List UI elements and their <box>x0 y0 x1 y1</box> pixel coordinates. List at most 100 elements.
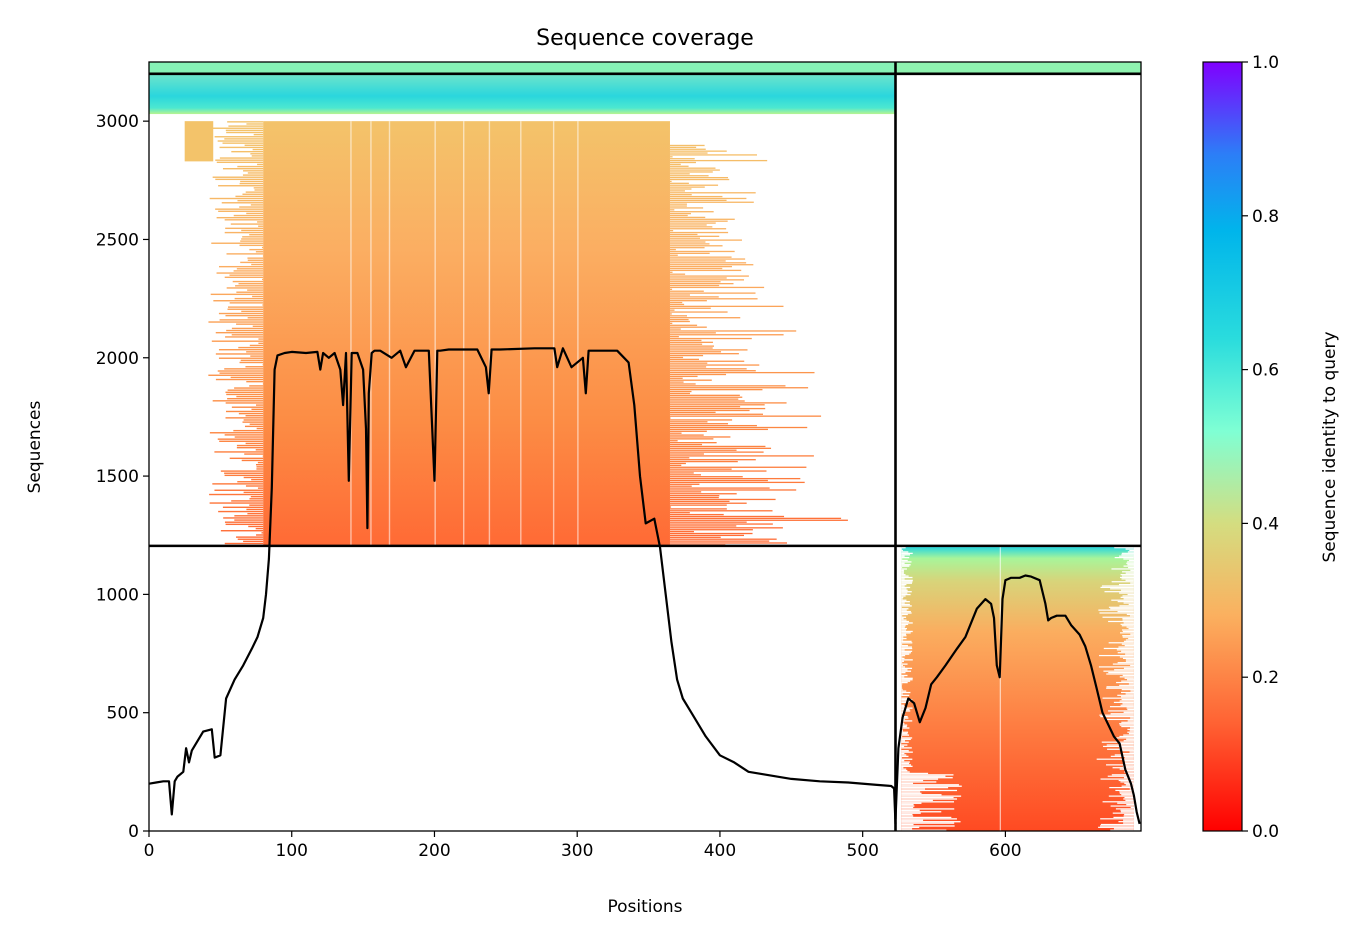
streak <box>670 190 685 191</box>
colorbar-tick-label: 0.0 <box>1252 822 1279 842</box>
streak <box>901 780 923 781</box>
streak <box>901 602 905 603</box>
streak <box>1101 824 1134 825</box>
gap-line <box>389 121 390 546</box>
streak <box>225 232 263 233</box>
streak <box>240 240 263 241</box>
streak <box>1124 641 1134 642</box>
x-tick-label: 600 <box>989 841 1021 861</box>
streak <box>246 485 263 486</box>
gap-line <box>1000 547 1001 831</box>
streak <box>215 179 263 180</box>
x-tick-label: 400 <box>704 841 736 861</box>
streak <box>210 502 264 503</box>
streak <box>1122 689 1152 690</box>
streak <box>1102 585 1134 586</box>
colorbar-tick-label: 0.6 <box>1252 361 1279 381</box>
streak <box>1117 695 1134 696</box>
streak <box>670 255 678 256</box>
streak <box>670 256 732 257</box>
streak <box>670 442 717 443</box>
streak <box>242 236 263 237</box>
streak <box>670 419 732 420</box>
block-a-upper <box>149 74 895 114</box>
streak <box>670 300 707 301</box>
streak <box>1121 794 1153 795</box>
streak <box>901 753 904 754</box>
streak <box>670 357 683 358</box>
streak <box>901 818 957 819</box>
streak <box>670 332 716 333</box>
streak <box>1124 740 1150 741</box>
streak <box>901 604 910 605</box>
streak <box>670 207 703 208</box>
streak <box>670 179 729 180</box>
streak <box>670 472 694 473</box>
streak <box>901 820 923 821</box>
streak <box>670 219 735 220</box>
streak <box>670 520 848 521</box>
streak <box>901 693 903 694</box>
streak <box>901 810 920 811</box>
streak <box>1129 560 1141 561</box>
streak <box>901 683 902 684</box>
streak <box>901 742 909 743</box>
streak <box>901 551 908 552</box>
streak <box>670 169 720 170</box>
streak <box>901 784 959 785</box>
streak <box>223 517 263 518</box>
streak <box>234 519 263 520</box>
streak <box>901 692 910 693</box>
streak <box>258 343 263 344</box>
streak <box>901 734 909 735</box>
streak <box>901 671 911 672</box>
streak <box>901 597 903 598</box>
streak <box>1129 604 1142 605</box>
streak <box>1124 783 1148 784</box>
streak <box>1111 713 1134 714</box>
streak <box>1113 767 1134 768</box>
streak <box>901 624 908 625</box>
streak <box>209 494 263 495</box>
streak <box>901 627 905 628</box>
streak <box>250 355 263 356</box>
streak <box>901 793 921 794</box>
streak <box>1122 578 1153 579</box>
streak <box>670 272 673 273</box>
streak <box>218 140 264 141</box>
streak <box>240 183 264 184</box>
streak <box>670 448 771 449</box>
streak <box>233 430 263 431</box>
streak <box>1122 575 1152 576</box>
streak <box>256 466 263 467</box>
streak <box>670 508 727 509</box>
streak <box>237 481 263 482</box>
streak <box>670 527 783 528</box>
streak <box>901 642 912 643</box>
gap-line <box>350 121 351 546</box>
streak <box>901 766 912 767</box>
streak <box>670 194 692 195</box>
streak <box>1103 746 1134 747</box>
streak <box>901 776 945 777</box>
streak <box>901 666 905 667</box>
streak <box>256 464 263 465</box>
streak <box>252 296 263 297</box>
streak <box>670 279 744 280</box>
streak <box>670 529 753 530</box>
streak <box>901 645 908 646</box>
streak <box>1116 682 1134 683</box>
streak <box>670 264 753 265</box>
streak <box>901 783 913 784</box>
streak <box>670 412 716 413</box>
streak <box>251 264 263 265</box>
streak <box>253 326 263 327</box>
streak <box>670 523 773 524</box>
streak <box>237 200 263 201</box>
streak <box>901 817 951 818</box>
streak <box>670 522 747 523</box>
streak <box>224 368 263 369</box>
streak <box>215 136 264 137</box>
gap-line <box>553 121 554 546</box>
